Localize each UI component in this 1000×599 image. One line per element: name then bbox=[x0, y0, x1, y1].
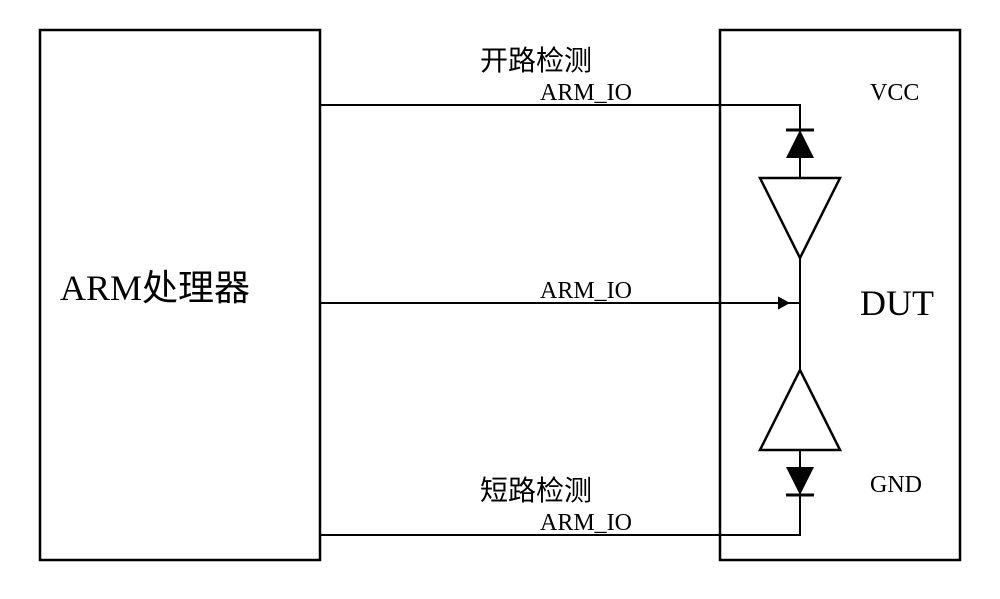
arm-io-label-mid: ARM_IO bbox=[540, 278, 632, 304]
diode-vcc-icon bbox=[786, 130, 814, 158]
buffer-bot-icon bbox=[760, 370, 840, 450]
arm-io-label-bot: ARM_IO bbox=[540, 510, 632, 536]
short-circuit-caption: 短路检测 bbox=[480, 475, 592, 507]
open-circuit-caption: 开路检测 bbox=[480, 45, 592, 77]
diode-gnd-icon bbox=[786, 467, 814, 495]
dut-label: DUT bbox=[860, 283, 934, 323]
arm-processor-label: ARM处理器 bbox=[60, 268, 250, 308]
arm-io-label-top: ARM_IO bbox=[540, 80, 632, 106]
arrow-into-dut-icon bbox=[778, 296, 790, 309]
buffer-top-icon bbox=[760, 178, 840, 258]
vcc-label: VCC bbox=[870, 80, 919, 106]
wire-open-detect bbox=[320, 105, 800, 130]
gnd-label: GND bbox=[870, 472, 922, 498]
